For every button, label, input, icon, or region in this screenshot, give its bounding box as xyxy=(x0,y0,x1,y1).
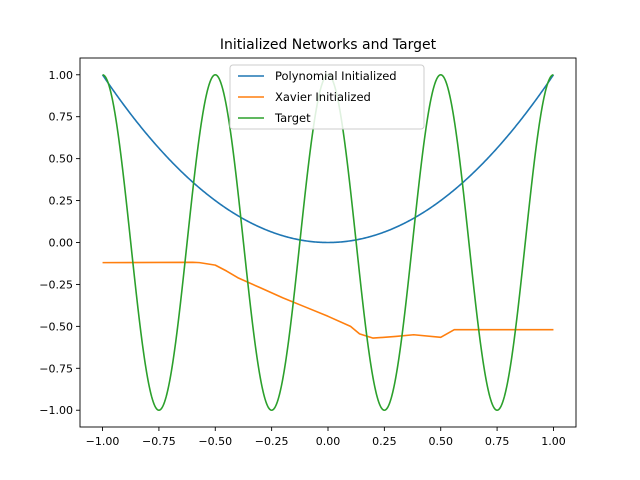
y-tick-label: −0.50 xyxy=(39,320,73,333)
x-tick-label: −0.25 xyxy=(255,435,289,448)
x-tick-label: 0.00 xyxy=(316,435,341,448)
axes: −1.00 −0.75 −0.50 −0.25 0.00 0.25 0.50 0.75 1.00… xyxy=(39,57,577,448)
x-tick-label: 0.75 xyxy=(485,435,510,448)
y-tick-label: 0.50 xyxy=(49,153,74,166)
y-tick-label: 0.75 xyxy=(49,111,74,124)
x-tick-label: 1.00 xyxy=(541,435,566,448)
x-tick-label: 0.50 xyxy=(428,435,453,448)
y-tick-label: 0.25 xyxy=(49,195,74,208)
y-tick-label: 0.00 xyxy=(49,237,74,250)
x-tick-label: −0.50 xyxy=(198,435,232,448)
series-xavier-line xyxy=(102,261,554,339)
series-polynomial-line xyxy=(101,74,555,244)
legend-label: Target xyxy=(274,111,311,125)
legend-box xyxy=(229,64,425,130)
legend: Polynomial Initialized Xavier Initialized… xyxy=(229,64,425,130)
x-tick-label: −0.75 xyxy=(142,435,176,448)
y-tick-label: 1.00 xyxy=(49,69,74,82)
y-tick-label: −0.25 xyxy=(39,278,73,291)
legend-label: Polynomial Initialized xyxy=(275,69,397,83)
chart-title: Initialized Networks and Target xyxy=(220,37,437,53)
x-tick-label: 0.25 xyxy=(372,435,397,448)
x-tick-label: −1.00 xyxy=(86,435,120,448)
y-tick-label: −1.00 xyxy=(39,404,73,417)
y-tick-label: −0.75 xyxy=(39,362,73,375)
legend-label: Xavier Initialized xyxy=(275,90,371,104)
